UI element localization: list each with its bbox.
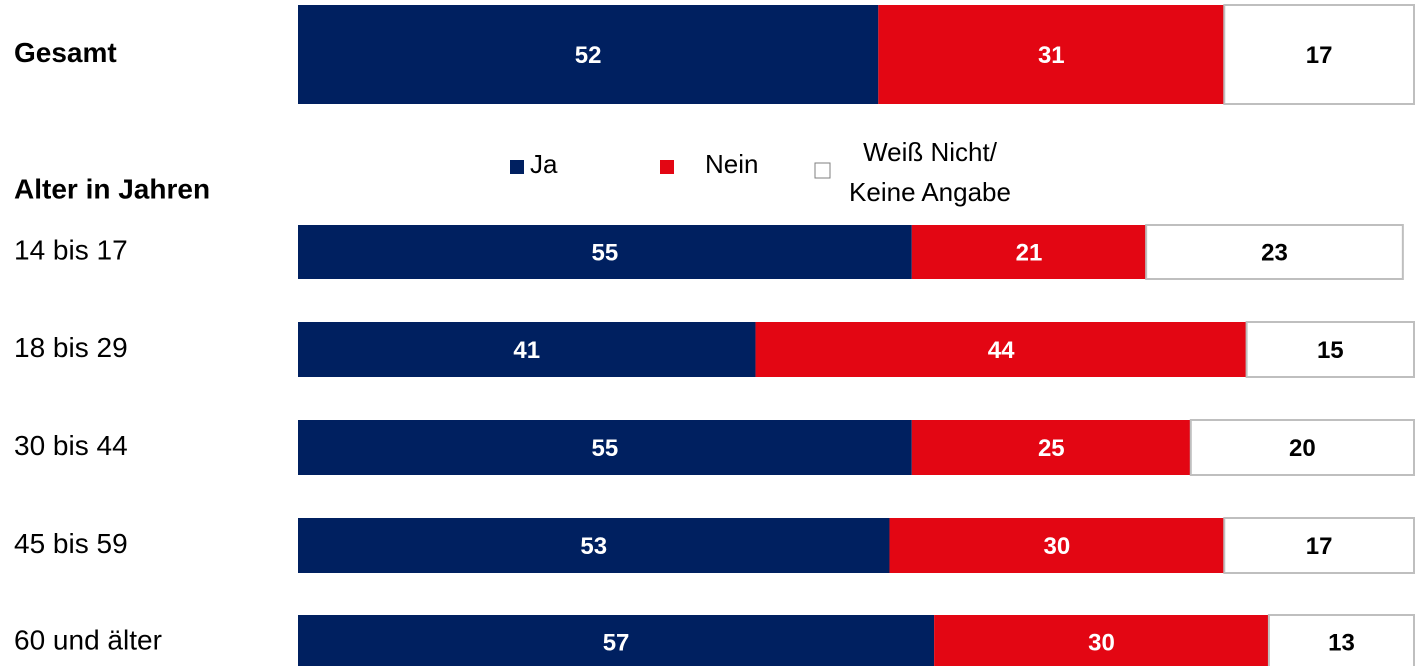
legend-label: Weiß Nicht/ Keine Angabe xyxy=(849,137,1011,207)
bar-segment xyxy=(298,518,890,573)
bar-segment xyxy=(1223,517,1416,574)
bar-segment xyxy=(755,322,1247,377)
legend-marker xyxy=(510,160,524,174)
bar-segment xyxy=(878,5,1225,104)
category-label: 30 bis 44 xyxy=(14,430,128,461)
bar-segment xyxy=(298,5,879,104)
bar-segment xyxy=(1267,614,1416,666)
bar-segment xyxy=(298,615,935,666)
value-label: 17 xyxy=(1306,533,1333,560)
category-label: 18 bis 29 xyxy=(14,332,128,363)
value-label: 13 xyxy=(1328,629,1355,656)
legend-label: Ja xyxy=(530,149,558,179)
bar-segment xyxy=(298,420,912,475)
bar-segment xyxy=(1145,224,1404,280)
value-label: 44 xyxy=(988,337,1015,364)
value-label: 30 xyxy=(1088,629,1115,656)
category-label: Gesamt xyxy=(14,37,117,68)
value-label: 20 xyxy=(1289,435,1316,462)
value-label: 23 xyxy=(1261,239,1288,266)
legend-marker xyxy=(814,162,831,179)
bar-segment xyxy=(934,615,1269,666)
bar-segment xyxy=(298,322,756,377)
value-label: 55 xyxy=(592,435,619,462)
value-label: 25 xyxy=(1038,435,1065,462)
bar-segment xyxy=(889,518,1225,573)
value-label: 55 xyxy=(592,239,619,266)
category-label: 14 bis 17 xyxy=(14,234,128,265)
value-label: 17 xyxy=(1306,42,1333,69)
legend-marker xyxy=(660,160,674,174)
value-label: 31 xyxy=(1038,42,1065,69)
bar-segment xyxy=(1245,321,1415,378)
value-label: 21 xyxy=(1016,239,1043,266)
bar-segment xyxy=(1189,419,1416,476)
category-label: 60 und älter xyxy=(14,624,162,655)
category-label: 45 bis 59 xyxy=(14,528,128,559)
bar-segment xyxy=(298,225,912,279)
value-label: 52 xyxy=(575,42,602,69)
bar-segment xyxy=(1223,4,1416,105)
bar-segment xyxy=(911,225,1147,279)
legend-label: Nein xyxy=(705,149,758,179)
bar-segment xyxy=(911,420,1191,475)
group-label: Alter in Jahren xyxy=(14,173,210,204)
value-label: 30 xyxy=(1044,533,1071,560)
value-label: 15 xyxy=(1317,337,1344,364)
value-label: 41 xyxy=(513,337,540,364)
value-label: 57 xyxy=(603,629,630,656)
value-label: 53 xyxy=(580,533,607,560)
